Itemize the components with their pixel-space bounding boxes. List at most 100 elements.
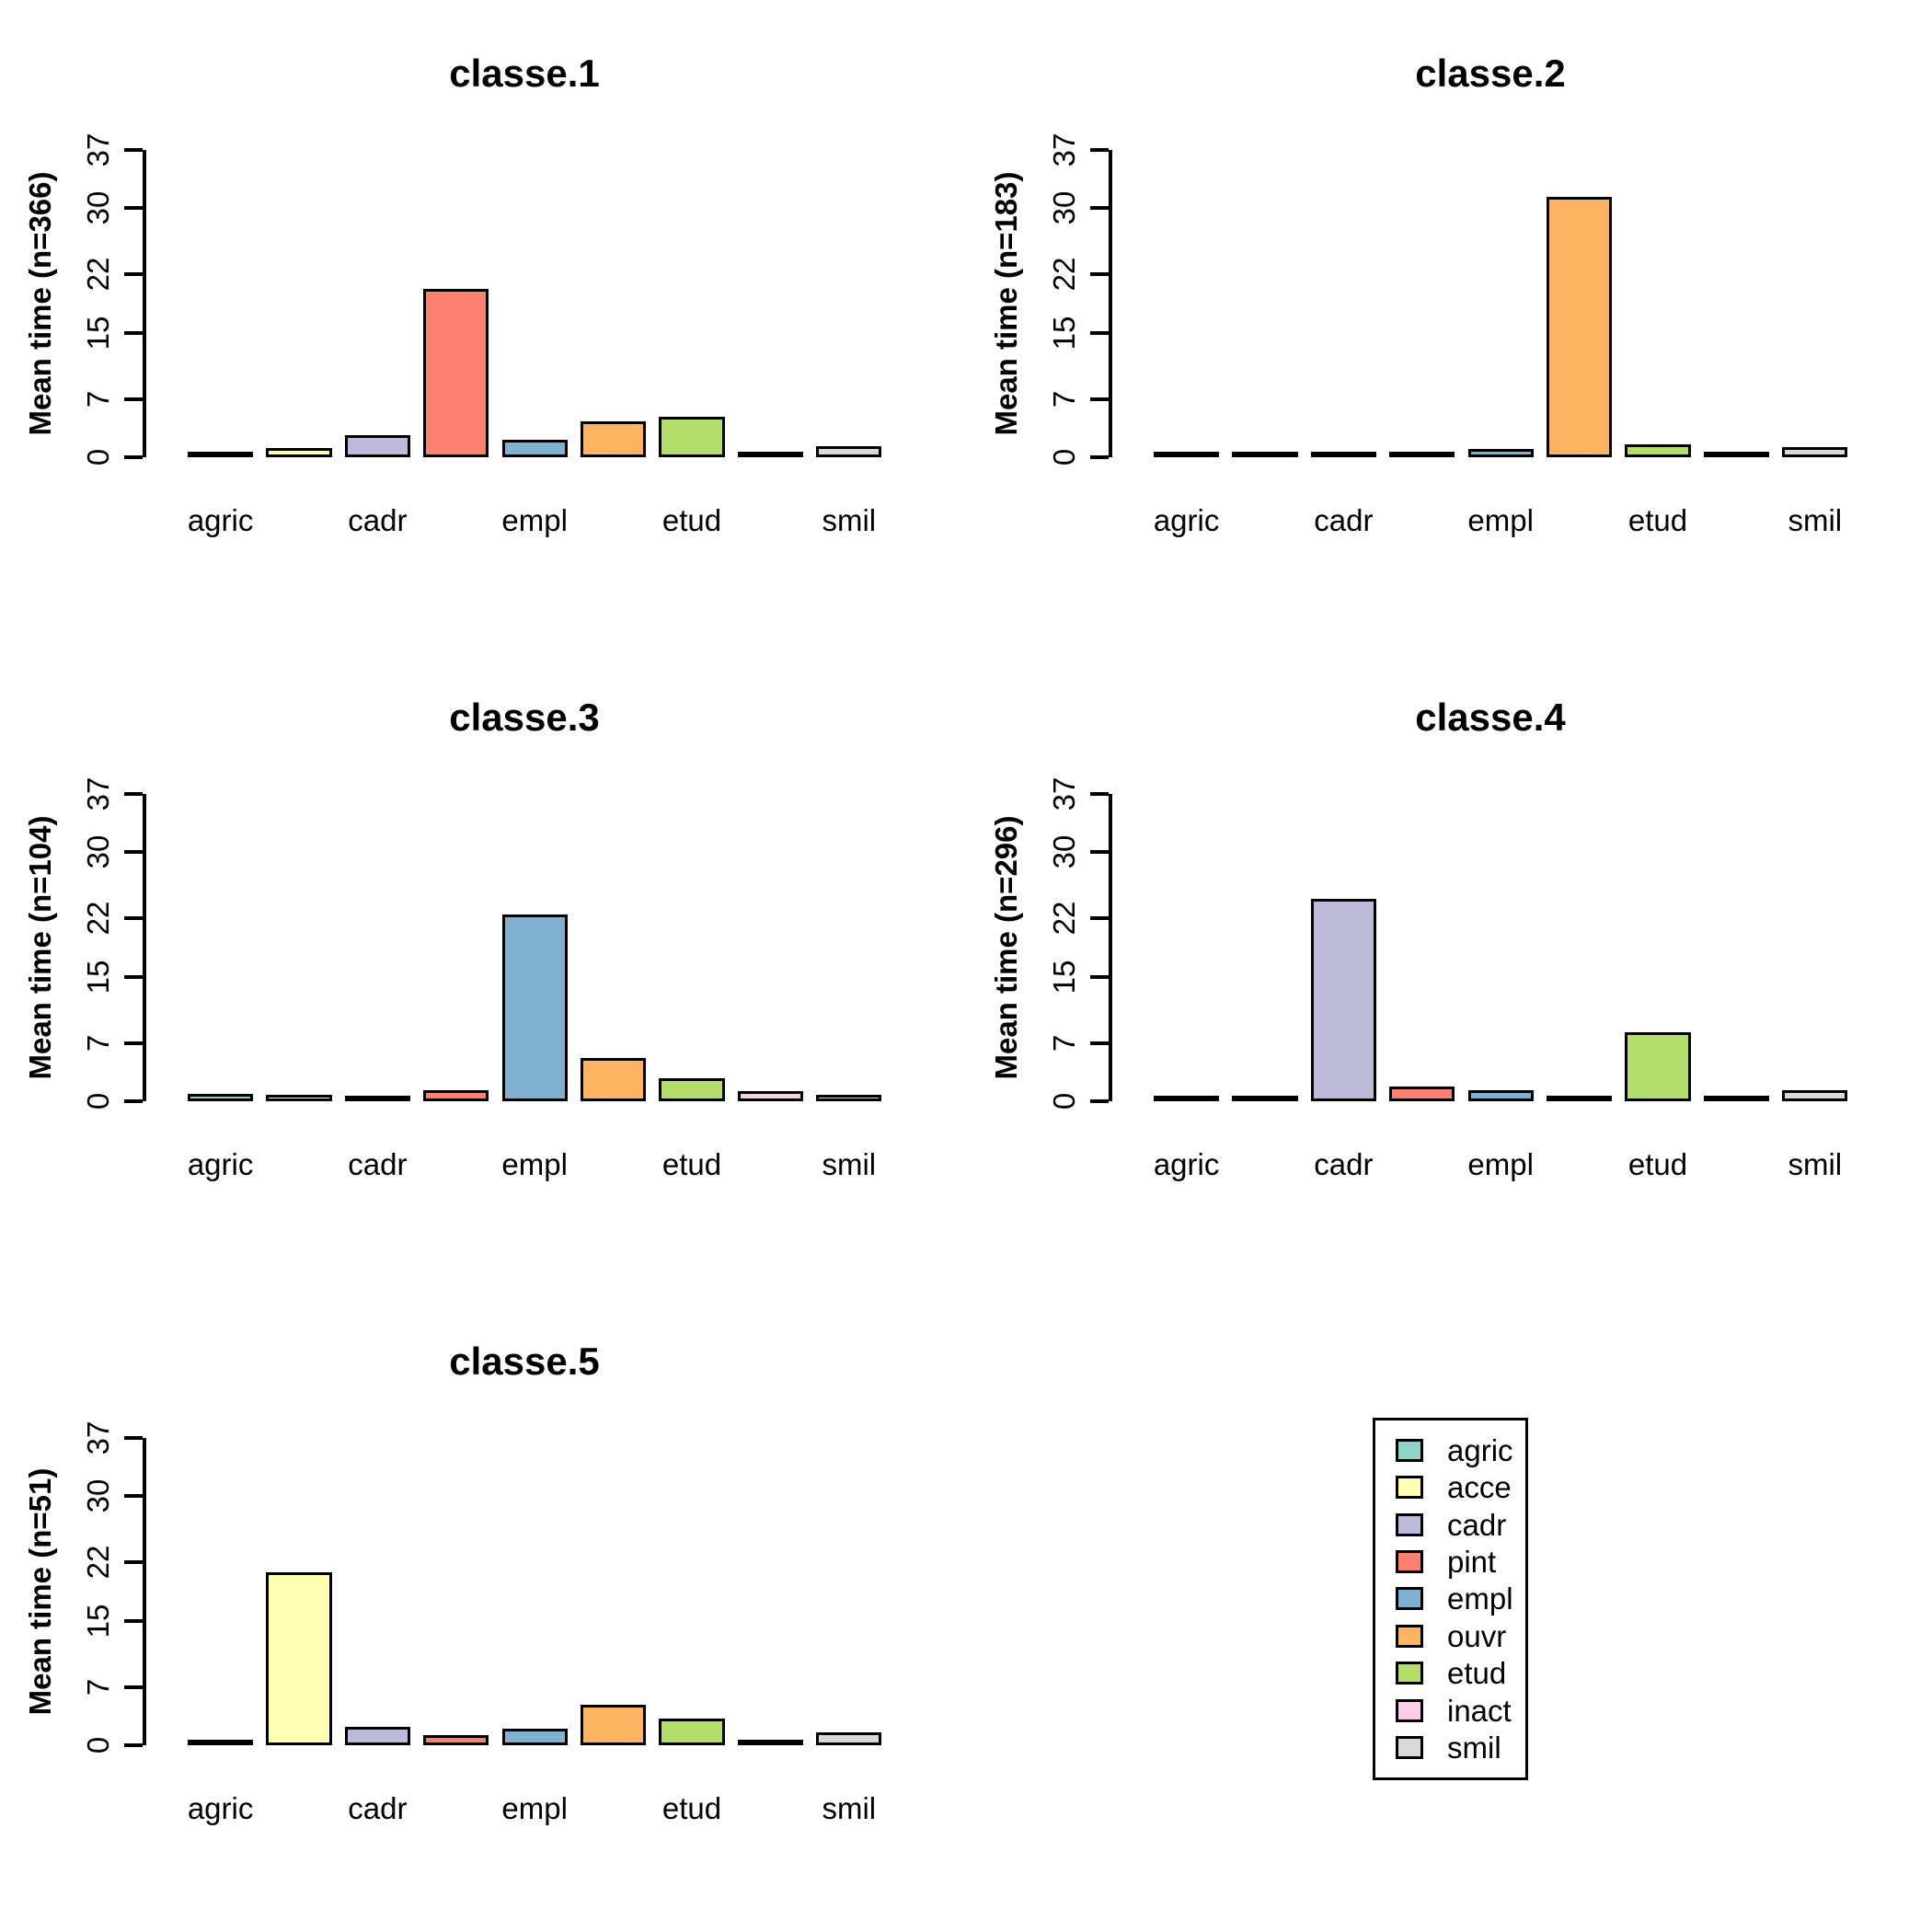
chart-title: classe.2 [1415, 52, 1566, 95]
x-axis-label-smil: smil [822, 503, 877, 537]
y-axis-tick [1090, 148, 1109, 152]
legend-label: cadr [1447, 1507, 1507, 1542]
bar-acce [266, 448, 332, 457]
plot-area: 0 7 15 22 30 37 agric cadr empl etud smil [81, 777, 910, 1181]
x-axis-label-etud: etud [661, 1791, 722, 1825]
y-axis-tick [124, 916, 143, 921]
y-axis-tick-label: 15 [81, 960, 115, 994]
x-axis-label-smil: smil [1788, 1147, 1843, 1181]
y-axis-tick-label: 15 [81, 316, 115, 350]
legend-swatch-agric [1396, 1438, 1423, 1462]
y-axis-tick-label: 15 [81, 1604, 115, 1638]
bar-etud [659, 1719, 725, 1745]
y-axis-tick-label: 37 [1047, 132, 1081, 167]
bar-acce [266, 1095, 332, 1101]
plot-area: 0 7 15 22 30 37 agric cadr empl etud smil [81, 1421, 910, 1825]
bar-ouvr [581, 421, 647, 457]
bar-acce [1232, 452, 1298, 457]
bar-inact [737, 1091, 803, 1101]
chart-cell-classe-1: classe.1 Mean time (n=366) 0 7 15 22 30 37 agr… [0, 0, 966, 644]
plot-area: 0 7 15 22 30 37 agric cadr empl etud smil [1047, 133, 1876, 537]
x-axis-label-empl: empl [501, 1147, 568, 1181]
y-axis-tick [124, 1041, 143, 1045]
x-axis-label-agric: agric [1153, 503, 1220, 537]
legend-swatch-smil [1396, 1736, 1423, 1760]
bar-agric [1154, 1096, 1220, 1101]
x-axis-label-cadr: cadr [348, 503, 408, 537]
legend-label: smil [1447, 1731, 1501, 1765]
y-axis-tick [1090, 916, 1109, 921]
y-axis-tick-label: 37 [1047, 776, 1081, 811]
bar-empl [501, 440, 568, 457]
legend-row: inact [1375, 1694, 1525, 1727]
x-axis-label-empl: empl [1467, 503, 1534, 537]
y-axis-tick [124, 272, 143, 277]
bar-cadr [1310, 899, 1376, 1101]
bar-smil [816, 446, 882, 457]
y-axis-label: Mean time (n=183) [989, 171, 1023, 436]
y-axis-tick-label: 37 [81, 132, 115, 167]
y-axis-tick [1090, 330, 1109, 335]
y-axis-tick-label: 7 [81, 390, 115, 408]
y-axis-tick-label: 22 [1047, 902, 1081, 936]
bar-cadr [344, 1096, 410, 1101]
bar-pint [423, 1735, 489, 1745]
y-axis-tick [124, 1685, 143, 1689]
legend-row: empl [1375, 1582, 1525, 1616]
legend-swatch-cadr [1396, 1512, 1423, 1536]
y-axis-label: Mean time (n=51) [23, 1467, 57, 1716]
x-axis-label-cadr: cadr [348, 1147, 408, 1181]
y-axis-tick-label: 15 [1047, 960, 1081, 994]
bar-empl [1467, 449, 1534, 457]
y-axis-tick-label: 7 [81, 1678, 115, 1696]
x-axis-label-etud: etud [661, 503, 722, 537]
y-axis-tick-label: 37 [81, 776, 115, 811]
y-axis-tick-label: 22 [81, 258, 115, 292]
plot-area: 0 7 15 22 30 37 agric cadr empl etud smil [1047, 777, 1876, 1181]
bar-agric [188, 452, 254, 457]
legend-row: pint [1375, 1546, 1525, 1579]
y-axis-tick [124, 206, 143, 211]
bar-inact [737, 452, 803, 457]
y-axis-tick-label: 30 [81, 1478, 115, 1513]
y-axis-tick-label: 30 [81, 190, 115, 225]
bar-smil [1782, 1090, 1848, 1101]
plot-area: 0 7 15 22 30 37 agric cadr empl etud smil [81, 133, 910, 537]
y-axis-label: Mean time (n=366) [23, 171, 57, 436]
legend-label: acce [1447, 1470, 1512, 1505]
y-axis-tick [124, 1099, 143, 1103]
x-axis-label-cadr: cadr [1314, 1147, 1374, 1181]
x-axis-label-smil: smil [822, 1147, 877, 1181]
y-axis-tick [1090, 792, 1109, 796]
y-axis-tick-label: 0 [1047, 1092, 1081, 1110]
bar-ouvr [581, 1058, 647, 1101]
legend-cell: agric acce cadr pint empl ouvr etud inact smil [966, 1288, 1932, 1932]
bar-agric [188, 1094, 254, 1101]
x-axis-label-empl: empl [501, 503, 568, 537]
legend-swatch-inact [1396, 1698, 1423, 1722]
bar-cadr [344, 1727, 410, 1745]
x-axis-label-cadr: cadr [1314, 503, 1374, 537]
chart-title: classe.3 [449, 696, 600, 739]
bar-agric [188, 1740, 254, 1745]
y-axis-tick [1090, 455, 1109, 459]
legend-label: agric [1447, 1432, 1513, 1467]
y-axis-tick [124, 1618, 143, 1623]
y-axis-tick [124, 330, 143, 335]
x-axis-label-agric: agric [187, 1791, 254, 1825]
x-axis-label-agric: agric [187, 1147, 254, 1181]
y-axis-tick [124, 148, 143, 152]
x-axis-label-empl: empl [501, 1791, 568, 1825]
legend-label: ouvr [1447, 1618, 1507, 1653]
legend-row: smil [1375, 1731, 1525, 1765]
bar-ouvr [581, 1705, 647, 1745]
x-axis-label-etud: etud [1627, 1147, 1688, 1181]
bar-empl [501, 914, 568, 1101]
y-axis-tick-label: 0 [81, 448, 115, 466]
legend-swatch-empl [1396, 1587, 1423, 1611]
bar-empl [1467, 1090, 1534, 1101]
y-axis-tick [1090, 272, 1109, 277]
y-axis-tick [1090, 1099, 1109, 1103]
chart-cell-classe-4: classe.4 Mean time (n=296) 0 7 15 22 30 37 agr… [966, 644, 1932, 1288]
